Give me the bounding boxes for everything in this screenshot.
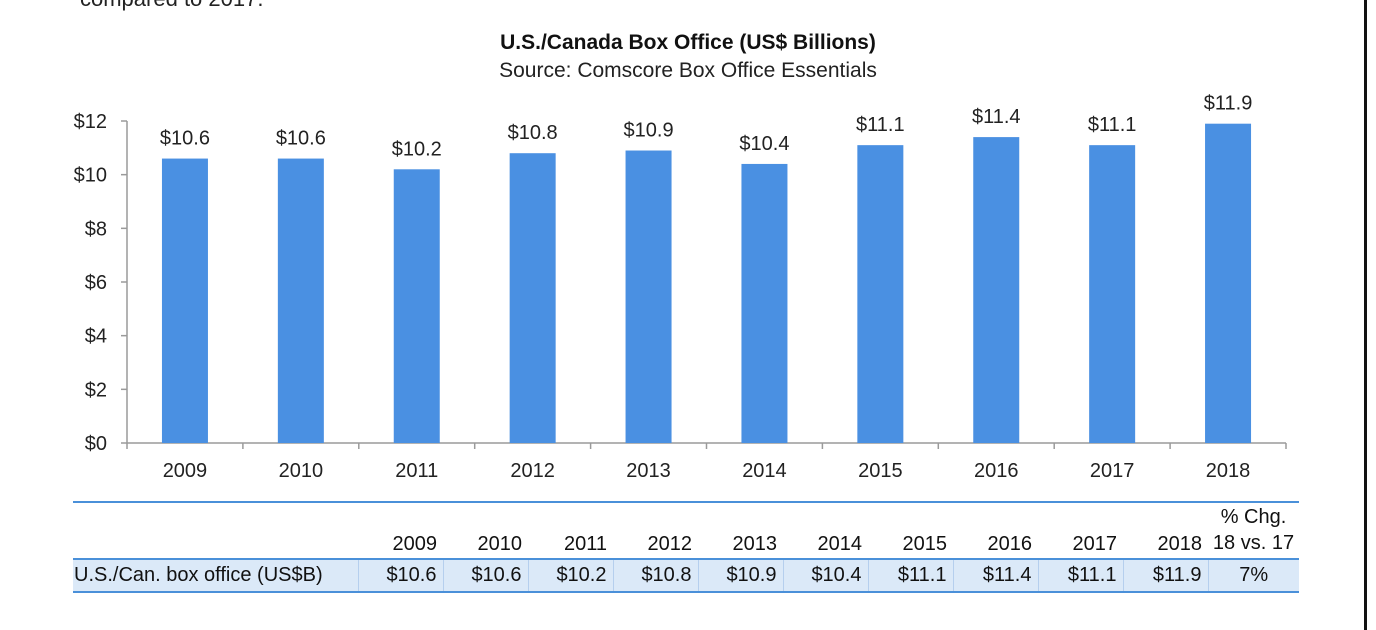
- table-header-year: 2015: [868, 501, 953, 559]
- table-cell: $11.1: [867, 558, 953, 593]
- bar-chart: $0 $2 $4 $6 $8 $10 $12 $10.6 2009 $10.6 2010 $10.2…: [74, 93, 1287, 482]
- table-header-row: 2009 2010 2011 2012 2013 2014 2015 2016 …: [73, 501, 1299, 559]
- table-row-label: U.S./Can. box office (US$B): [73, 558, 358, 593]
- bar: [393, 169, 440, 444]
- data-label: $11.1: [1088, 114, 1137, 136]
- table-cell: $10.6: [357, 558, 443, 593]
- table-header-year: 2011: [528, 501, 613, 559]
- x-tick-label: 2009: [163, 460, 208, 482]
- table-header-year: 2018: [1123, 501, 1208, 559]
- bar: [625, 150, 672, 443]
- x-tick-label: 2016: [974, 460, 1019, 482]
- x-tick-label: 2015: [858, 460, 903, 482]
- data-label: $11.1: [856, 114, 905, 136]
- table-cell: $11.4: [952, 558, 1038, 593]
- bar: [857, 145, 904, 443]
- bar: [277, 158, 324, 444]
- table-cell-pct-change: 7%: [1207, 558, 1299, 593]
- y-tick-label: $10: [74, 165, 107, 187]
- table-cell: $10.2: [527, 558, 613, 593]
- x-tick-label: 2018: [1206, 460, 1251, 482]
- chart-bars: [161, 123, 1252, 444]
- y-tick-label: $4: [85, 326, 107, 348]
- bar: [1205, 123, 1252, 443]
- table-cell: $11.9: [1122, 558, 1208, 593]
- data-label: $10.6: [276, 128, 326, 150]
- table-cell: $11.1: [1037, 558, 1123, 593]
- bar: [1089, 145, 1136, 443]
- chart-subtitle: Source: Comscore Box Office Essentials: [499, 59, 877, 82]
- pct-header-line2: 18 vs. 17: [1212, 532, 1295, 554]
- table-cell: $10.4: [782, 558, 868, 593]
- pct-header-line1: % Chg.: [1220, 506, 1287, 528]
- bar: [973, 137, 1020, 443]
- y-tick-label: $8: [85, 218, 107, 240]
- x-tick-label: 2010: [279, 460, 324, 482]
- table-header-year: 2009: [358, 501, 443, 559]
- table-header-pct-change: % Chg. 18 vs. 17: [1208, 501, 1299, 559]
- x-tick-label: 2012: [510, 460, 555, 482]
- chart-labels: $10.6 2009 $10.6 2010 $10.2 2011 $10.8 2012 $10.…: [160, 93, 1252, 482]
- data-label: $10.2: [392, 138, 442, 160]
- table-header-empty: [73, 501, 358, 559]
- table-row: U.S./Can. box office (US$B) $10.6 $10.6 …: [73, 558, 1299, 593]
- data-label: $11.9: [1204, 93, 1253, 115]
- x-tick-label: 2017: [1090, 460, 1135, 482]
- data-label: $11.4: [972, 106, 1021, 128]
- y-tick-label: $2: [85, 379, 107, 401]
- data-label: $10.8: [508, 122, 558, 144]
- chart-title: U.S./Canada Box Office (US$ Billions): [500, 31, 876, 54]
- table-cell: $10.8: [612, 558, 698, 593]
- table-header-year: 2012: [613, 501, 698, 559]
- x-tick-label: 2011: [395, 460, 438, 482]
- page-edge-rule: [1364, 0, 1367, 630]
- bar: [161, 158, 208, 444]
- table-cell: $10.9: [697, 558, 783, 593]
- table-header-year: 2010: [443, 501, 528, 559]
- table-header-year: 2013: [698, 501, 783, 559]
- table-cell: $10.6: [442, 558, 528, 593]
- data-label: $10.6: [160, 128, 210, 150]
- table-header-year: 2017: [1038, 501, 1123, 559]
- data-label: $10.4: [739, 133, 789, 155]
- table-header-year: 2016: [953, 501, 1038, 559]
- y-tick-label: $6: [85, 272, 107, 294]
- table-header-year: 2014: [783, 501, 868, 559]
- data-label: $10.9: [624, 120, 674, 142]
- x-tick-label: 2013: [626, 460, 671, 482]
- y-tick-label: $0: [85, 433, 107, 455]
- x-tick-label: 2014: [742, 460, 787, 482]
- bar: [509, 153, 556, 443]
- paragraph-fragment: compared to 2017.: [80, 0, 263, 12]
- box-office-table: 2009 2010 2011 2012 2013 2014 2015 2016 …: [73, 501, 1299, 593]
- bar: [741, 163, 788, 443]
- y-tick-label: $12: [74, 111, 107, 133]
